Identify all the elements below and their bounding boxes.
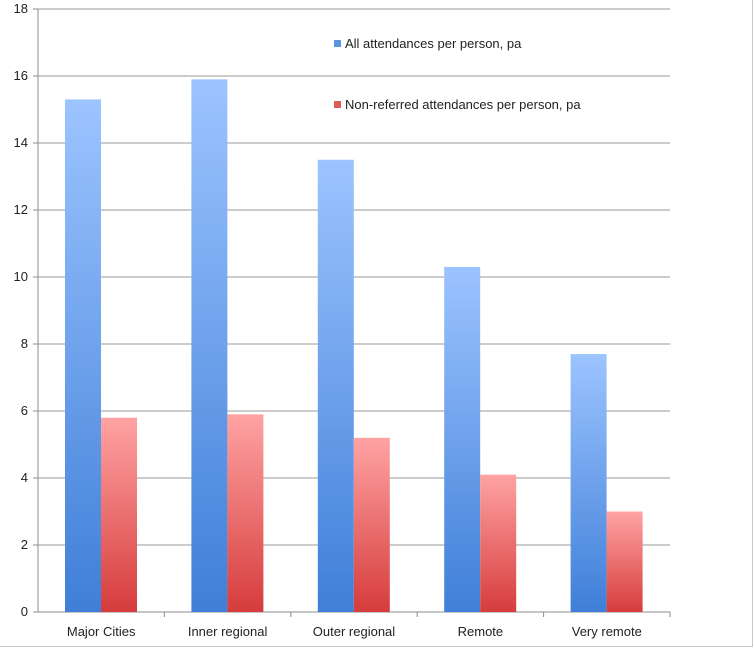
y-tick-label: 4	[21, 470, 28, 485]
y-tick-label: 6	[21, 403, 28, 418]
y-tick-label: 18	[14, 1, 28, 16]
y-tick-label: 10	[14, 269, 28, 284]
x-tick-label: Inner regional	[188, 624, 268, 639]
bar-all-attendances	[65, 99, 101, 612]
y-tick-label: 16	[14, 68, 28, 83]
y-tick-label: 2	[21, 537, 28, 552]
legend-label: All attendances per person, pa	[345, 36, 522, 51]
bar-all-attendances	[570, 354, 607, 612]
legend-label: Non-referred attendances per person, pa	[345, 97, 581, 112]
y-tick-label: 8	[21, 336, 28, 351]
bar-all-attendances	[444, 266, 481, 612]
y-tick-label: 0	[21, 604, 28, 619]
x-tick-label: Remote	[458, 624, 504, 639]
x-tick-label: Major Cities	[67, 624, 136, 639]
bar-non-referred-attendances	[606, 511, 643, 612]
legend-swatch	[334, 101, 341, 108]
legend-swatch	[334, 40, 341, 47]
legend: All attendances per person, pa Non-referr…	[334, 36, 581, 112]
y-tick-label: 12	[14, 202, 28, 217]
y-tick-label: 14	[14, 135, 28, 150]
bar-non-referred-attendances	[480, 474, 517, 612]
bar-all-attendances	[317, 159, 354, 612]
bar-all-attendances	[191, 79, 228, 613]
x-tick-label: Outer regional	[313, 624, 395, 639]
bars	[65, 79, 643, 613]
bar-non-referred-attendances	[101, 417, 137, 612]
bar-non-referred-attendances	[227, 414, 264, 612]
x-tick-label: Very remote	[572, 624, 642, 639]
axes: 0 2 4 6 8 10 12 14 16 18 Major Cities Inner regiona…	[14, 1, 671, 639]
bar-non-referred-attendances	[353, 437, 390, 612]
